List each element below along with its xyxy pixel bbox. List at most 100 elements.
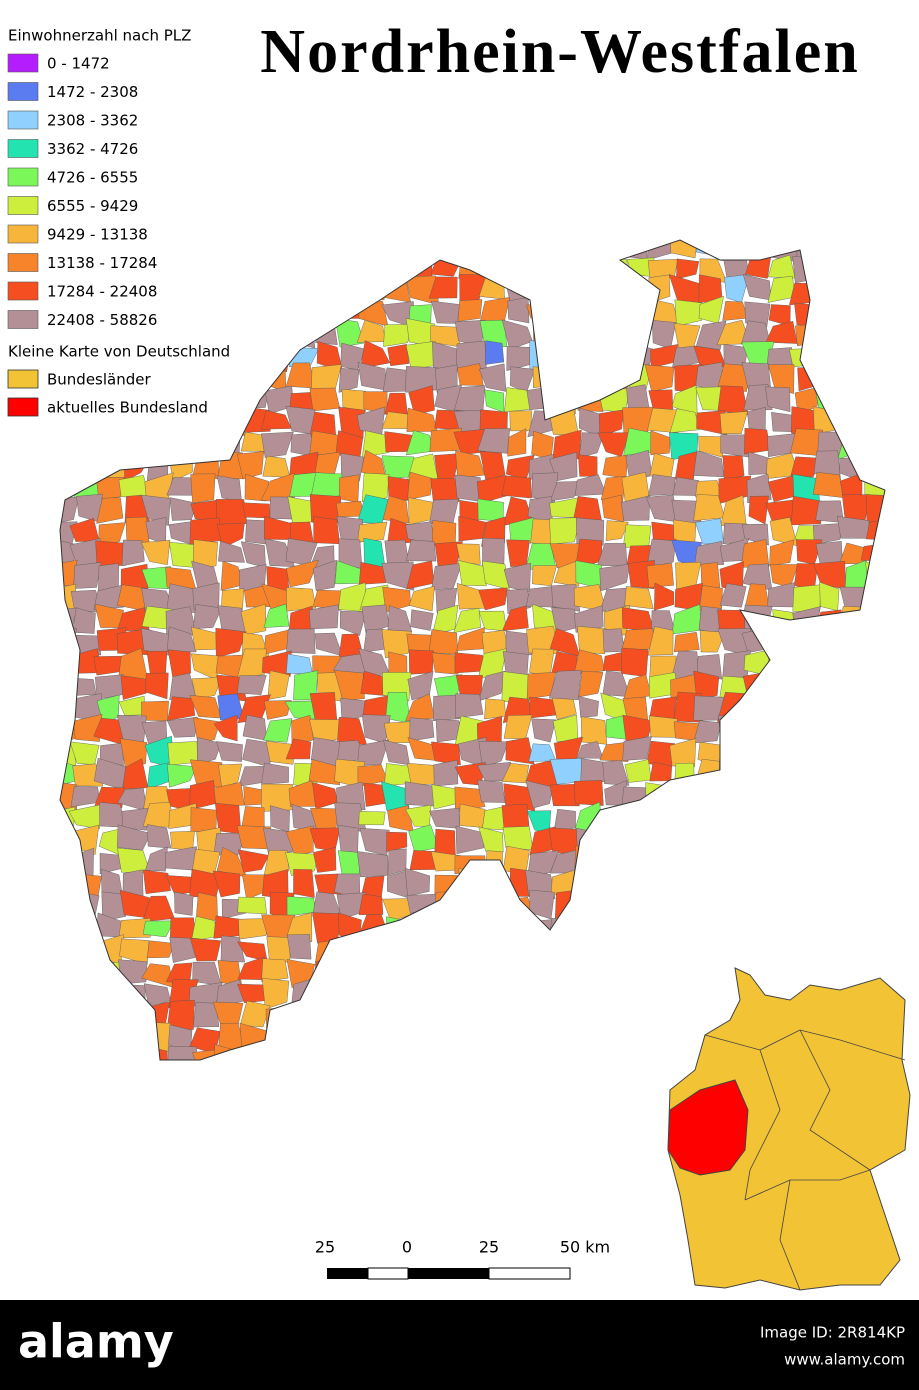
postal-region xyxy=(674,299,703,327)
legend-swatch xyxy=(7,82,39,101)
postal-region xyxy=(242,714,268,741)
postal-region xyxy=(68,804,103,830)
postal-region xyxy=(812,523,841,545)
postal-region xyxy=(622,524,652,549)
legend-swatch xyxy=(7,110,39,130)
state-border xyxy=(799,1029,871,1171)
legend-swatch xyxy=(7,281,39,301)
postal-region xyxy=(405,366,439,393)
postal-region xyxy=(620,495,651,521)
postal-region xyxy=(531,718,556,743)
postal-region xyxy=(693,670,720,700)
postal-region xyxy=(509,517,534,544)
postal-region xyxy=(717,363,751,392)
state-border xyxy=(779,1179,801,1291)
postal-region xyxy=(654,582,675,611)
postal-region xyxy=(215,627,247,658)
legend-label: 2308 - 3362 xyxy=(47,112,138,130)
postal-region xyxy=(381,629,412,659)
postal-region xyxy=(190,473,216,504)
postal-region xyxy=(190,807,218,833)
watermark-brand: alamy xyxy=(18,1315,174,1369)
postal-region xyxy=(383,721,412,743)
postal-region xyxy=(357,739,390,766)
postal-region xyxy=(338,368,360,393)
postal-region xyxy=(121,808,148,831)
postal-region xyxy=(308,759,340,786)
inset-legend: Bundesländer aktuelles Bundesland xyxy=(7,369,208,417)
postal-region xyxy=(477,428,511,454)
postal-region xyxy=(581,716,608,745)
postal-region xyxy=(431,520,457,546)
legend-label: 4726 - 6555 xyxy=(47,169,138,187)
postal-region xyxy=(143,869,171,894)
postal-region xyxy=(221,588,245,611)
postal-region xyxy=(193,717,221,745)
postal-region xyxy=(261,431,294,458)
postal-region xyxy=(694,541,724,566)
postal-region xyxy=(356,851,389,878)
postal-region xyxy=(574,780,604,806)
scale-label: 25 xyxy=(315,1238,335,1257)
postal-region xyxy=(674,631,700,653)
postal-region xyxy=(142,920,175,938)
postal-region xyxy=(650,430,671,456)
postal-region xyxy=(167,1045,198,1060)
legend-swatch xyxy=(7,397,39,417)
legend-swatch xyxy=(7,253,39,272)
postal-region xyxy=(293,869,315,898)
postal-region xyxy=(669,738,697,768)
legend-swatch xyxy=(7,310,39,329)
postal-region xyxy=(387,605,413,632)
postal-region xyxy=(237,896,267,915)
postal-region xyxy=(529,889,555,920)
postal-region xyxy=(548,827,579,854)
postal-region xyxy=(263,700,292,720)
postal-region xyxy=(578,432,605,458)
postal-region xyxy=(435,364,458,394)
postal-region xyxy=(262,650,292,677)
postal-region xyxy=(792,584,822,613)
postal-region xyxy=(313,847,337,873)
postal-region xyxy=(174,891,194,916)
postal-region xyxy=(768,364,795,394)
postal-region xyxy=(167,649,191,679)
postal-region xyxy=(484,698,507,720)
postal-region xyxy=(242,502,271,519)
postal-region xyxy=(267,670,290,700)
postal-region xyxy=(646,563,674,588)
postal-region xyxy=(669,408,700,434)
postal-region xyxy=(358,562,386,585)
postal-region xyxy=(602,628,625,653)
state-border xyxy=(744,1169,871,1201)
postal-region xyxy=(240,603,267,635)
legend-label: 3362 - 4726 xyxy=(47,140,138,158)
postal-region xyxy=(700,562,721,590)
postal-region xyxy=(621,647,649,677)
postal-region xyxy=(261,762,289,785)
postal-region xyxy=(692,720,722,744)
postal-region xyxy=(386,831,408,852)
postal-region xyxy=(266,936,291,963)
postal-region xyxy=(431,741,461,766)
postal-region xyxy=(358,811,386,826)
postal-region xyxy=(286,628,316,654)
postal-region xyxy=(213,714,238,742)
scale-label: 0 xyxy=(402,1238,412,1257)
postal-region xyxy=(479,451,506,483)
postal-region xyxy=(791,495,823,526)
postal-region xyxy=(193,539,218,570)
postal-region xyxy=(216,741,243,762)
postal-region xyxy=(341,388,366,413)
postal-region xyxy=(120,675,149,700)
postal-region xyxy=(577,625,607,655)
postal-region xyxy=(166,763,198,788)
postal-region xyxy=(456,627,485,651)
postal-region xyxy=(145,672,169,700)
postal-region xyxy=(101,891,126,922)
postal-region xyxy=(744,301,771,328)
postal-region xyxy=(387,344,410,367)
postal-region xyxy=(238,849,270,873)
postal-region xyxy=(719,411,749,434)
postal-region xyxy=(338,406,365,439)
